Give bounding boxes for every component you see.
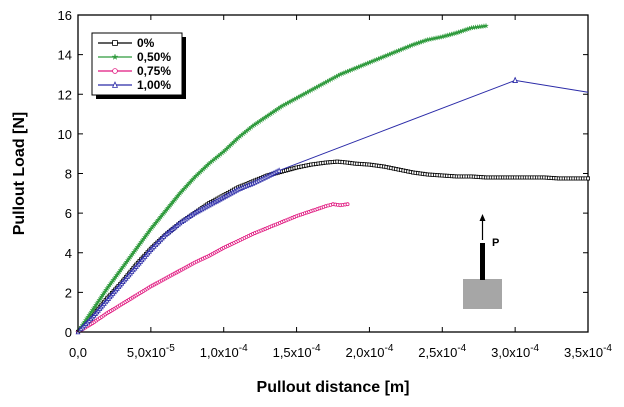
legend-label: 0,50% (137, 50, 171, 64)
y-tick-label: 10 (58, 127, 72, 142)
x-tick-label: 5,0x10-5 (127, 343, 175, 360)
x-axis-title: Pullout distance [m] (257, 379, 410, 396)
load-label: P (492, 237, 499, 249)
x-tick-label: 3,0x10-4 (491, 343, 539, 360)
data-point (112, 40, 118, 46)
data-point (482, 22, 490, 29)
y-tick-label: 16 (58, 8, 72, 23)
load-arrow-head (479, 214, 486, 221)
y-tick-label: 4 (65, 246, 72, 261)
series-0-75- (76, 202, 350, 334)
y-tick-label: 12 (58, 87, 72, 102)
series-line (77, 203, 348, 333)
series-1-00- (75, 76, 589, 335)
y-tick-label: 2 (65, 285, 72, 300)
series-layer (74, 22, 591, 335)
data-point (112, 68, 118, 74)
x-tick-label: 0,0 (69, 345, 87, 360)
x-tick-label: 2,5x10-4 (418, 343, 466, 360)
x-tick-label: 3,5x10-4 (564, 343, 612, 360)
y-tick-label: 0 (65, 325, 72, 340)
ticks-layer: 0,0 5,0x10-5 1,0x10-4 1,5x10-4 2,0x10-4 2,5x1… (58, 8, 613, 360)
y-tick-label: 6 (65, 206, 72, 221)
legend-label: 0% (137, 36, 155, 50)
data-point (512, 76, 518, 83)
data-point (345, 202, 350, 207)
x-tick-label: 2,0x10-4 (345, 343, 393, 360)
data-point (111, 81, 119, 88)
data-point (111, 53, 119, 60)
x-tick-label: 1,5x10-4 (273, 343, 321, 360)
series-line (77, 79, 589, 333)
pullout-specimen-icon: P (463, 214, 502, 309)
y-tick-label: 8 (65, 167, 72, 182)
data-point (276, 167, 282, 173)
legend: 0%0,50%0,75%1,00% (91, 32, 186, 99)
y-axis-title: Pullout Load [N] (11, 112, 28, 236)
legend-label: 1,00% (137, 78, 171, 92)
y-tick-label: 14 (58, 48, 72, 63)
x-tick-label: 1,0x10-4 (200, 343, 248, 360)
specimen-block (463, 279, 502, 309)
data-point (586, 176, 591, 181)
specimen-fiber (480, 243, 485, 280)
legend-label: 0,75% (137, 64, 171, 78)
